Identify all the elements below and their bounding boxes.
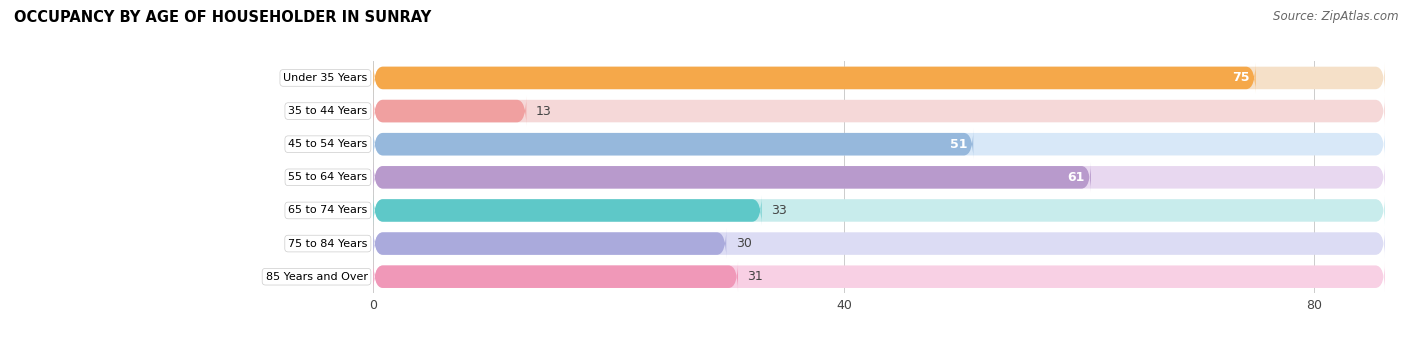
FancyBboxPatch shape xyxy=(374,96,526,126)
Text: 31: 31 xyxy=(748,270,763,283)
FancyBboxPatch shape xyxy=(374,228,727,259)
FancyBboxPatch shape xyxy=(374,262,738,292)
FancyBboxPatch shape xyxy=(374,195,1385,226)
Text: 65 to 74 Years: 65 to 74 Years xyxy=(288,205,367,216)
Text: 45 to 54 Years: 45 to 54 Years xyxy=(288,139,367,149)
Text: 35 to 44 Years: 35 to 44 Years xyxy=(288,106,367,116)
FancyBboxPatch shape xyxy=(374,63,1256,93)
Text: 33: 33 xyxy=(770,204,787,217)
FancyBboxPatch shape xyxy=(374,129,973,160)
Text: Under 35 Years: Under 35 Years xyxy=(283,73,367,83)
Text: 30: 30 xyxy=(735,237,752,250)
Text: 51: 51 xyxy=(950,138,967,151)
FancyBboxPatch shape xyxy=(374,162,1091,193)
FancyBboxPatch shape xyxy=(374,129,1385,160)
Text: OCCUPANCY BY AGE OF HOUSEHOLDER IN SUNRAY: OCCUPANCY BY AGE OF HOUSEHOLDER IN SUNRA… xyxy=(14,10,432,25)
Text: 55 to 64 Years: 55 to 64 Years xyxy=(288,172,367,182)
FancyBboxPatch shape xyxy=(374,262,1385,292)
Text: 75 to 84 Years: 75 to 84 Years xyxy=(288,239,367,249)
FancyBboxPatch shape xyxy=(374,96,1385,126)
FancyBboxPatch shape xyxy=(374,228,1385,259)
FancyBboxPatch shape xyxy=(374,195,762,226)
Text: 75: 75 xyxy=(1232,72,1250,85)
FancyBboxPatch shape xyxy=(374,63,1385,93)
Text: 85 Years and Over: 85 Years and Over xyxy=(266,272,367,282)
FancyBboxPatch shape xyxy=(374,162,1385,193)
Text: 13: 13 xyxy=(536,105,551,118)
Text: 61: 61 xyxy=(1067,171,1085,184)
Text: Source: ZipAtlas.com: Source: ZipAtlas.com xyxy=(1274,10,1399,23)
